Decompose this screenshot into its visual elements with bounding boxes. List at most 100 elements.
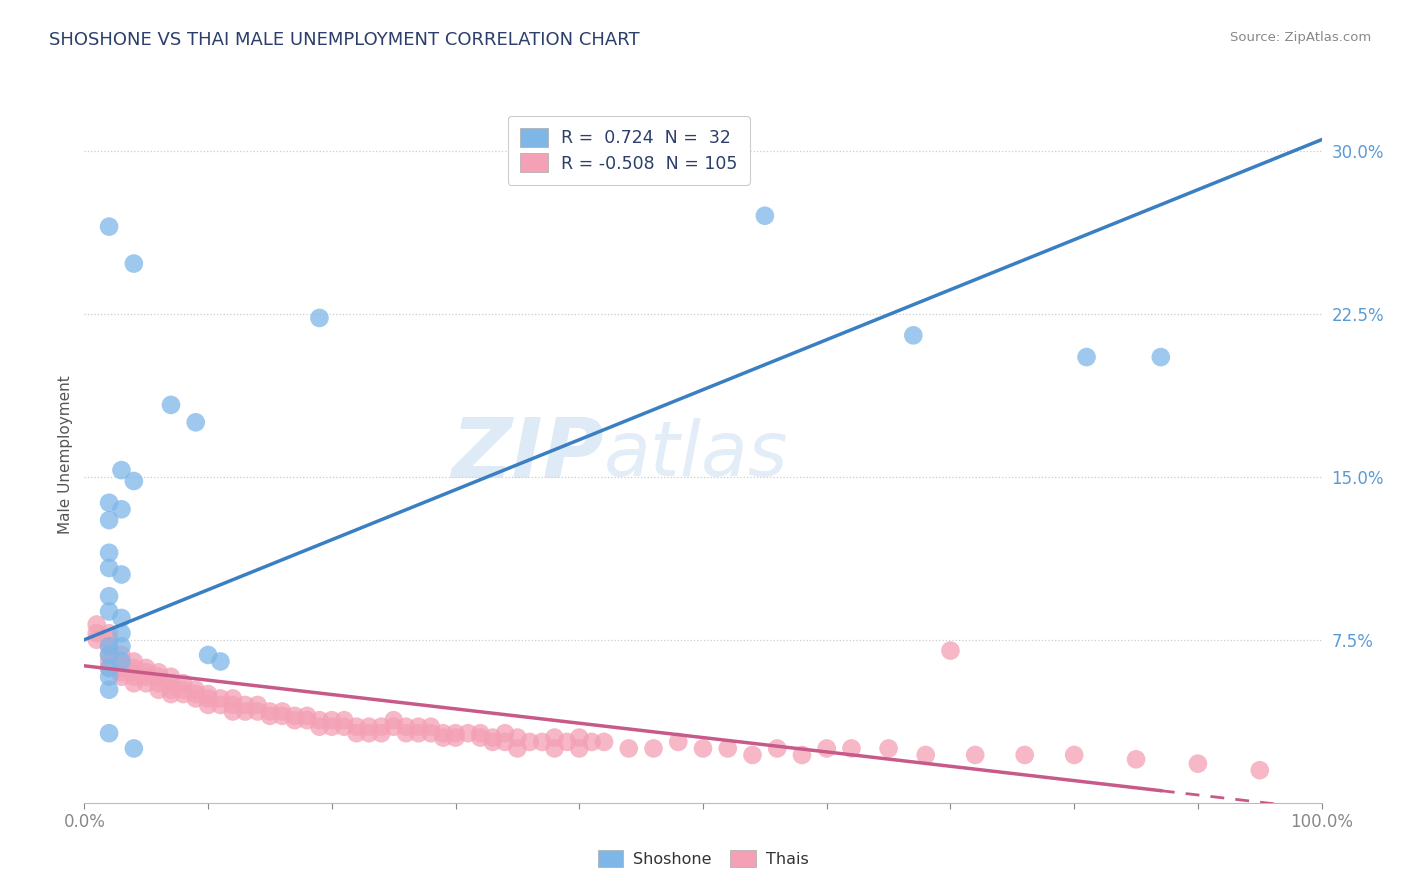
Point <box>877 741 900 756</box>
Point <box>98 655 121 669</box>
Point <box>1249 763 1271 777</box>
Point <box>1014 747 1036 762</box>
Point <box>246 698 269 712</box>
Point <box>346 726 368 740</box>
Point <box>98 648 121 662</box>
Point <box>135 665 157 680</box>
Point <box>357 720 380 734</box>
Point <box>148 676 170 690</box>
Point <box>122 676 145 690</box>
Point <box>903 328 925 343</box>
Point <box>754 209 776 223</box>
Point <box>122 661 145 675</box>
Point <box>470 726 492 740</box>
Point <box>568 731 591 745</box>
Point <box>98 661 121 675</box>
Point <box>382 720 405 734</box>
Point <box>98 661 121 675</box>
Point <box>172 687 194 701</box>
Point <box>209 691 232 706</box>
Point <box>914 747 936 762</box>
Point <box>197 687 219 701</box>
Point <box>98 648 121 662</box>
Point <box>197 698 219 712</box>
Point <box>543 731 565 745</box>
Point <box>98 639 121 653</box>
Point <box>98 546 121 560</box>
Point <box>395 726 418 740</box>
Point <box>370 726 392 740</box>
Point <box>110 463 132 477</box>
Point <box>259 708 281 723</box>
Point <box>790 747 813 762</box>
Point <box>172 676 194 690</box>
Point <box>506 731 529 745</box>
Point <box>346 720 368 734</box>
Point <box>481 735 503 749</box>
Point <box>160 398 183 412</box>
Legend: Shoshone, Thais: Shoshone, Thais <box>592 843 814 873</box>
Point <box>568 741 591 756</box>
Point <box>222 705 245 719</box>
Point <box>494 726 516 740</box>
Point <box>717 741 740 756</box>
Point <box>148 670 170 684</box>
Y-axis label: Male Unemployment: Male Unemployment <box>58 376 73 534</box>
Point <box>197 648 219 662</box>
Point <box>184 682 207 697</box>
Point <box>470 731 492 745</box>
Point <box>110 655 132 669</box>
Point <box>555 735 578 749</box>
Text: atlas: atlas <box>605 418 789 491</box>
Point <box>222 698 245 712</box>
Point <box>233 705 256 719</box>
Point <box>160 670 183 684</box>
Point <box>110 670 132 684</box>
Point <box>395 720 418 734</box>
Point <box>110 626 132 640</box>
Point <box>98 682 121 697</box>
Point <box>419 720 441 734</box>
Point <box>160 682 183 697</box>
Point <box>519 735 541 749</box>
Point <box>766 741 789 756</box>
Point <box>197 691 219 706</box>
Point <box>692 741 714 756</box>
Point <box>357 726 380 740</box>
Point <box>98 626 121 640</box>
Point <box>98 726 121 740</box>
Point <box>271 705 294 719</box>
Point <box>110 648 132 662</box>
Point <box>160 676 183 690</box>
Point <box>581 735 603 749</box>
Point <box>110 639 132 653</box>
Point <box>543 741 565 756</box>
Point <box>494 735 516 749</box>
Point <box>110 655 132 669</box>
Point <box>110 611 132 625</box>
Point <box>965 747 987 762</box>
Point <box>506 741 529 756</box>
Point <box>122 655 145 669</box>
Point <box>184 691 207 706</box>
Point <box>643 741 665 756</box>
Point <box>135 670 157 684</box>
Point <box>295 708 318 723</box>
Point <box>122 257 145 271</box>
Point <box>432 726 454 740</box>
Point <box>593 735 616 749</box>
Point <box>284 708 307 723</box>
Point <box>1150 350 1173 364</box>
Point <box>110 665 132 680</box>
Point <box>259 705 281 719</box>
Point <box>444 726 467 740</box>
Point <box>184 687 207 701</box>
Point <box>617 741 640 756</box>
Point <box>444 731 467 745</box>
Point <box>98 561 121 575</box>
Point <box>457 726 479 740</box>
Point <box>531 735 554 749</box>
Point <box>408 720 430 734</box>
Point <box>481 731 503 745</box>
Text: ZIP: ZIP <box>451 415 605 495</box>
